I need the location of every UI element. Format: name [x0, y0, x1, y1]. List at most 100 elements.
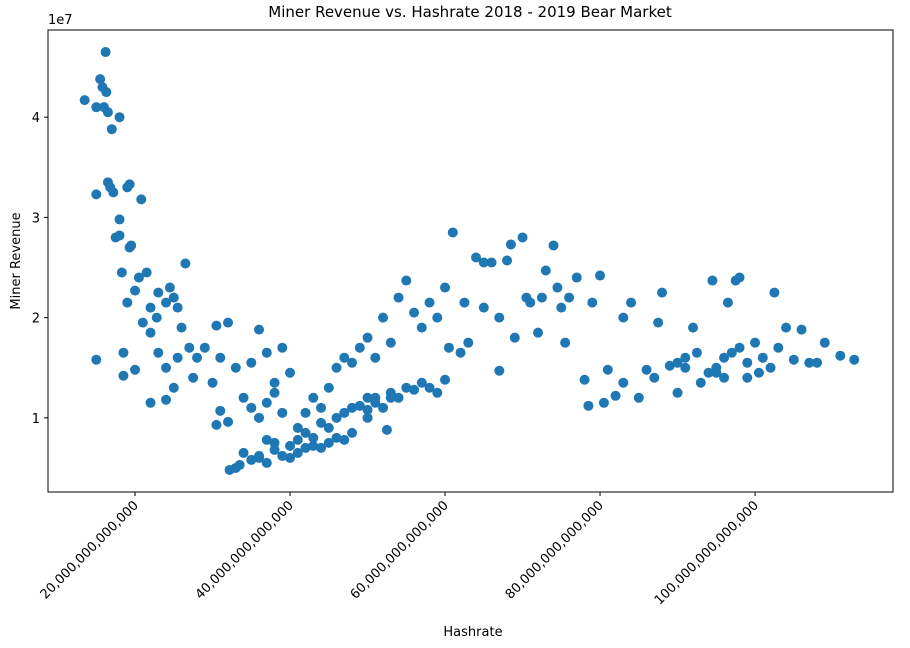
point: [536, 292, 547, 303]
point: [533, 327, 544, 338]
point: [118, 370, 129, 381]
point: [339, 407, 350, 418]
point: [300, 427, 311, 438]
y-axis-label: Miner Revenue: [9, 212, 24, 309]
point: [401, 275, 412, 286]
point: [440, 374, 451, 385]
point: [378, 402, 389, 413]
point: [331, 362, 342, 373]
point: [261, 457, 272, 468]
point: [118, 347, 129, 358]
point: [100, 47, 111, 58]
point: [269, 387, 280, 398]
point: [145, 302, 156, 313]
point: [354, 400, 365, 411]
point: [153, 287, 164, 298]
point: [393, 392, 404, 403]
point: [161, 362, 172, 373]
point: [525, 297, 536, 308]
chart-title: Miner Revenue vs. Hashrate 2018 - 2019 B…: [268, 3, 672, 21]
point: [618, 312, 629, 323]
point: [471, 252, 482, 263]
point: [478, 302, 489, 313]
point: [199, 342, 210, 353]
y-tick-label: 4: [32, 111, 40, 126]
point: [447, 227, 458, 238]
point: [633, 392, 644, 403]
point: [180, 258, 191, 269]
point: [223, 317, 234, 328]
point: [695, 377, 706, 388]
point: [347, 402, 358, 413]
point: [254, 412, 265, 423]
point: [331, 432, 342, 443]
point: [381, 424, 392, 435]
y-tick-label: 1: [32, 412, 40, 427]
point: [781, 322, 792, 333]
point: [292, 434, 303, 445]
point: [432, 387, 443, 398]
point: [124, 179, 135, 190]
point: [285, 367, 296, 378]
point: [769, 287, 780, 298]
point: [347, 427, 358, 438]
point: [323, 437, 334, 448]
point: [168, 382, 179, 393]
point: [269, 444, 280, 455]
point: [742, 357, 753, 368]
point: [316, 442, 327, 453]
point: [91, 102, 102, 113]
point: [707, 275, 718, 286]
point: [114, 230, 125, 241]
point: [238, 392, 249, 403]
point: [176, 322, 187, 333]
point: [91, 189, 102, 200]
point: [323, 382, 334, 393]
point: [238, 447, 249, 458]
point: [164, 282, 175, 293]
point: [602, 364, 613, 375]
point: [649, 372, 660, 383]
point: [409, 307, 420, 318]
point: [347, 357, 358, 368]
point: [137, 317, 148, 328]
point: [378, 312, 389, 323]
point: [136, 194, 147, 205]
point: [680, 362, 691, 373]
point: [370, 352, 381, 363]
point: [254, 324, 265, 335]
point: [719, 352, 730, 363]
point: [719, 372, 730, 383]
point: [556, 302, 567, 313]
point: [385, 392, 396, 403]
point: [223, 416, 234, 427]
point: [246, 357, 257, 368]
point: [432, 312, 443, 323]
point: [95, 74, 106, 85]
y-offset-label: 1e7: [48, 13, 73, 28]
point: [172, 352, 183, 363]
point: [401, 382, 412, 393]
point: [463, 337, 474, 348]
point: [124, 242, 135, 253]
y-tick-label: 2: [32, 312, 40, 327]
point: [757, 352, 768, 363]
point: [192, 352, 203, 363]
point: [211, 320, 222, 331]
point: [285, 440, 296, 451]
point: [215, 405, 226, 416]
point: [505, 239, 516, 250]
point: [416, 322, 427, 333]
point: [424, 297, 435, 308]
point: [509, 332, 520, 343]
point: [300, 442, 311, 453]
point: [292, 447, 303, 458]
point: [788, 354, 799, 365]
point: [711, 367, 722, 378]
point: [277, 342, 288, 353]
point: [172, 302, 183, 313]
point: [548, 240, 559, 251]
point: [610, 390, 621, 401]
